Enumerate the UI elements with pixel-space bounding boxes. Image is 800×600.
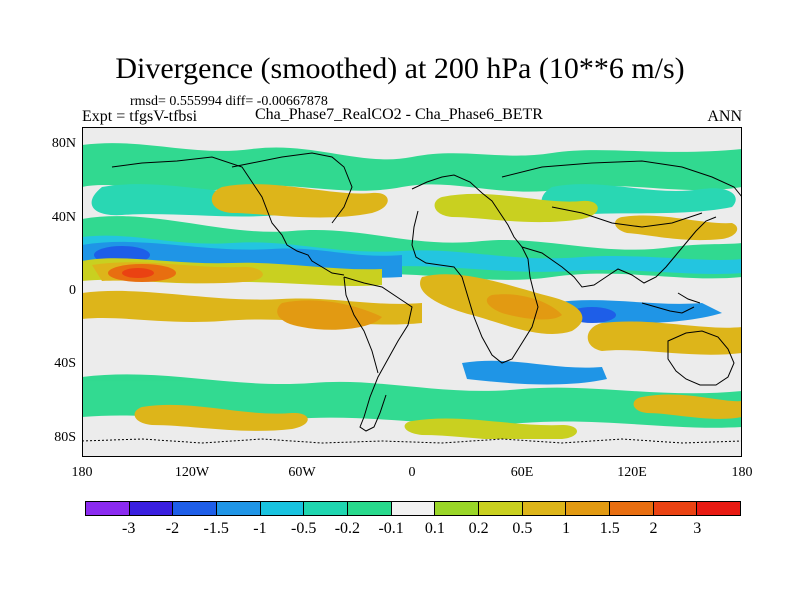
colorbar-segment (566, 502, 611, 515)
colorbar-segment (304, 502, 349, 515)
y-tick-label: 80N (51, 136, 76, 152)
colorbar-label: -1 (253, 520, 267, 537)
colorbar-segment (610, 502, 654, 515)
colorbar-label: 2 (649, 520, 658, 537)
colorbar-label: 0.2 (468, 520, 489, 537)
colorbar-label: 1.5 (599, 520, 620, 537)
colorbar-label: -0.1 (378, 520, 404, 537)
colorbar-segment (479, 502, 523, 515)
north-polar-region (82, 127, 742, 141)
colorbar-segment (435, 502, 480, 515)
colorbar-label: -1.5 (203, 520, 229, 537)
south-polar-region (82, 439, 742, 457)
colorbar-label: -0.2 (334, 520, 361, 537)
colorbar-label: -3 (122, 520, 136, 537)
coastlines (82, 152, 742, 444)
experiment-label: Expt = tfgsV-tfbsi (82, 108, 198, 125)
plot-title: Divergence (smoothed) at 200 hPa (10**6 … (115, 52, 685, 85)
y-tick-label: 80S (54, 429, 76, 445)
x-tick-label: 0 (408, 465, 416, 480)
divergence-map (82, 127, 742, 457)
map-frame (82, 127, 742, 457)
x-tick-label: 120W (174, 465, 210, 480)
x-tick-label: 120E (617, 465, 647, 480)
y-tick-label: 40S (54, 356, 76, 372)
colorbar-segment (217, 502, 261, 515)
stats-line: rmsd= 0.555994 diff= -0.00667878 (130, 94, 328, 109)
x-tick-label: 180 (71, 465, 93, 480)
colorbar-segment (173, 502, 218, 515)
y-tick-label: 0 (69, 283, 76, 298)
colorbar-label: -2 (165, 520, 180, 537)
x-tick-label: 60W (288, 465, 316, 480)
colorbar-segment (391, 502, 436, 515)
colorbar-label: 0.1 (424, 520, 445, 537)
colorbar-segment (129, 502, 174, 515)
colorbar-segment (522, 502, 567, 515)
colorbar-segment (86, 502, 130, 515)
colorbar-segment (697, 502, 741, 515)
positive-field (82, 184, 742, 441)
period-label: ANN (707, 108, 742, 125)
case-label: Cha_Phase7_RealCO2 - Cha_Phase6_BETR (255, 106, 543, 123)
colorbar-label: 1 (562, 520, 571, 537)
colorbar-segment (653, 502, 698, 515)
colorbar-label: -0.5 (290, 520, 317, 537)
colorbar-segment (348, 502, 392, 515)
colorbar-label: 3 (693, 520, 702, 537)
x-tick-label: 180 (731, 465, 753, 480)
colorbar (85, 501, 741, 516)
colorbar-label: 0.5 (512, 520, 533, 537)
y-tick-label: 40N (51, 209, 76, 225)
colorbar-segment (260, 502, 305, 515)
x-tick-label: 60E (510, 465, 534, 480)
